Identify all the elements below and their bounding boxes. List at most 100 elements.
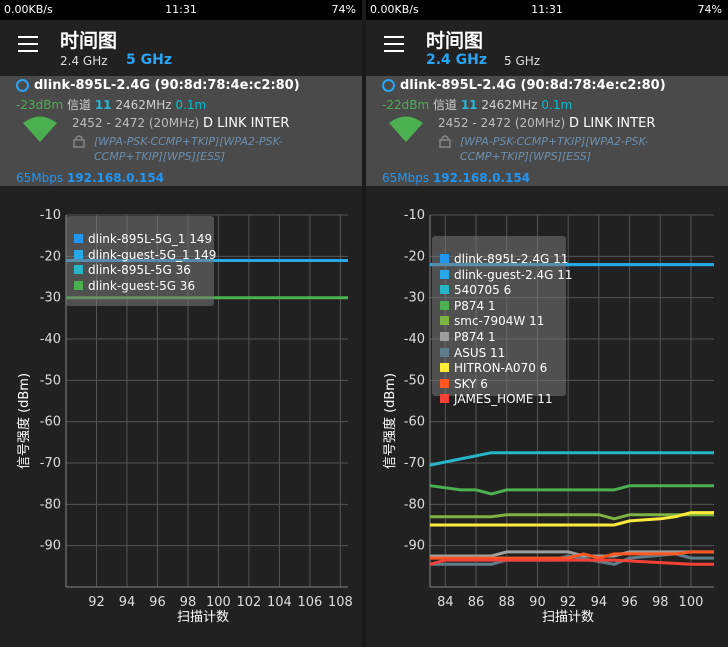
series-line-9 [429, 558, 714, 566]
smiley-icon [382, 79, 395, 92]
screen-5ghz: 0.00KB/s 11:31 74% 时间图 2.4 GHz 5 GHz dli… [0, 0, 362, 647]
vendor: D LINK INTER [569, 116, 656, 131]
ssid-row: dlink-895L-2.4G (90:8d:78:4e:c2:80) [382, 78, 666, 93]
band-tab-5ghz[interactable]: 5 GHz [126, 52, 172, 68]
security-capabilities: [WPA-PSK-CCMP+TKIP][WPA2-PSK-CCMP+TKIP][… [460, 135, 649, 163]
app-bar: 时间图 2.4 GHz 5 GHz [366, 20, 728, 76]
distance: 0.1m [541, 98, 573, 112]
x-tick-label: 90 [529, 595, 546, 610]
legend-label: dlink-895L-2.4G 11 [454, 252, 569, 266]
legend-item: P874 1 [440, 330, 496, 344]
x-axis-label: 扫描计数 [542, 610, 594, 625]
y-tick-label: -10 [40, 208, 61, 223]
series-line-7 [430, 511, 714, 527]
band-tab-2-4ghz[interactable]: 2.4 GHz [426, 52, 488, 68]
band-tab-5ghz[interactable]: 5 GHz [504, 54, 541, 68]
ip-address: 192.168.0.154 [432, 171, 531, 185]
legend-item: dlink-895L-5G_1 149 [74, 232, 212, 246]
channel-value: 11 [94, 98, 112, 112]
clock: 11:31 [165, 3, 197, 16]
y-tick-label: -30 [40, 291, 61, 306]
y-tick-label: -40 [404, 332, 425, 347]
y-tick-label: -90 [404, 539, 425, 554]
channel-label: 信道 [432, 98, 457, 112]
lock-icon [73, 135, 85, 148]
channel-label: 信道 [66, 98, 91, 112]
legend-swatch [440, 394, 449, 404]
channel-value: 11 [460, 98, 478, 112]
y-tick-label: -80 [404, 497, 425, 512]
legend-label: dlink-guest-2.4G 11 [454, 267, 573, 282]
chart-canvas: -10 -20 -30 -40 -50 -60 -70 -80 -90 84 86 88 90 92 94 9… [382, 208, 714, 625]
legend-item: SKY 6 [440, 377, 488, 391]
battery-level: 74% [331, 3, 356, 16]
vendor: D LINK INTER [203, 116, 290, 131]
ip-row: 65Mbps 192.168.0.154 [382, 171, 530, 185]
legend-label: 540705 6 [454, 283, 512, 298]
y-tick-label: -90 [40, 539, 61, 554]
y-tick-label: -50 [404, 373, 425, 388]
range-row: 2452 - 2472 (20MHz) D LINK INTER [72, 116, 289, 131]
legend-swatch [74, 234, 83, 243]
signal-time-chart: -10 -20 -30 -40 -50 -60 -70 -80 -90 92 94 96 98 100 10… [0, 190, 362, 630]
y-tick-label: -60 [404, 415, 425, 430]
legend-swatch [440, 269, 449, 279]
legend-item: dlink-guest-5G_1 149 [74, 248, 216, 262]
legend-swatch [440, 316, 449, 326]
x-tick-label: 92 [560, 595, 577, 610]
ssid: dlink-895L-2.4G (90:8d:78:4e:c2:80) [400, 78, 666, 93]
y-axis-label: 信号强度 (dBm) [382, 373, 398, 469]
menu-icon[interactable] [18, 36, 38, 52]
status-bar: 0.00KB/s 11:31 74% [366, 0, 728, 20]
link-speed: 65Mbps [16, 171, 64, 185]
security-capabilities: [WPA-PSK-CCMP+TKIP][WPA2-PSK-CCMP+TKIP][… [94, 135, 283, 163]
connection-info-panel: dlink-895L-2.4G (90:8d:78:4e:c2:80) -22d… [366, 76, 728, 186]
legend-label: dlink-895L-5G 36 [88, 263, 191, 278]
signal-dbm: -22dBm [382, 98, 430, 112]
legend-label: ASUS 11 [454, 345, 506, 360]
series-line-8 [430, 550, 714, 560]
legend-item: JAMES_HOME 11 [440, 392, 553, 406]
legend-swatch [440, 332, 449, 341]
x-tick-label: 106 [297, 595, 322, 610]
y-tick-label: -40 [40, 332, 61, 347]
y-tick-label: -70 [404, 456, 425, 471]
y-tick-label: -10 [404, 208, 425, 223]
page-title: 时间图 [426, 30, 484, 52]
status-bar: 0.00KB/s 11:31 74% [0, 0, 362, 20]
page-title: 时间图 [60, 30, 118, 52]
legend-swatch [74, 249, 83, 259]
x-tick-label: 98 [180, 595, 197, 610]
legend-swatch [440, 285, 449, 295]
legend-label: dlink-guest-5G 36 [88, 278, 196, 293]
x-tick-label: 92 [88, 595, 105, 610]
legend-label: SKY 6 [454, 376, 488, 391]
clock: 11:31 [531, 3, 563, 16]
y-tick-label: -30 [404, 291, 425, 306]
legend-swatch [440, 363, 449, 373]
y-tick-label: -70 [40, 456, 61, 471]
legend-item: dlink-guest-5G 36 [74, 279, 195, 293]
legend-label: dlink-guest-5G_1 149 [88, 247, 217, 262]
frequency: 2462MHz [481, 98, 538, 112]
band-tab-2-4ghz[interactable]: 2.4 GHz [60, 54, 108, 68]
legend-label: P874 1 [454, 298, 496, 313]
range-row: 2452 - 2472 (20MHz) D LINK INTER [438, 116, 655, 131]
signal-dbm: -23dBm [16, 98, 64, 112]
legend-swatch [74, 265, 83, 275]
series-line-3 [429, 484, 714, 496]
menu-icon[interactable] [384, 36, 404, 52]
x-tick-label: 96 [149, 595, 166, 610]
signal-row: -23dBm 信道 11 2462MHz 0.1m [16, 96, 206, 113]
smiley-icon [16, 79, 29, 92]
y-tick-label: -60 [40, 415, 61, 430]
y-tick-label: -80 [40, 497, 61, 512]
distance: 0.1m [175, 98, 207, 112]
legend-item: dlink-guest-2.4G 11 [440, 268, 573, 282]
legend-swatch [440, 347, 449, 357]
frequency-range: 2452 - 2472 (20MHz) [72, 116, 200, 130]
lock-icon [439, 135, 451, 148]
ssid-row: dlink-895L-2.4G (90:8d:78:4e:c2:80) [16, 78, 300, 93]
legend-item: P874 1 [440, 299, 496, 313]
x-tick-label: 88 [498, 595, 515, 610]
